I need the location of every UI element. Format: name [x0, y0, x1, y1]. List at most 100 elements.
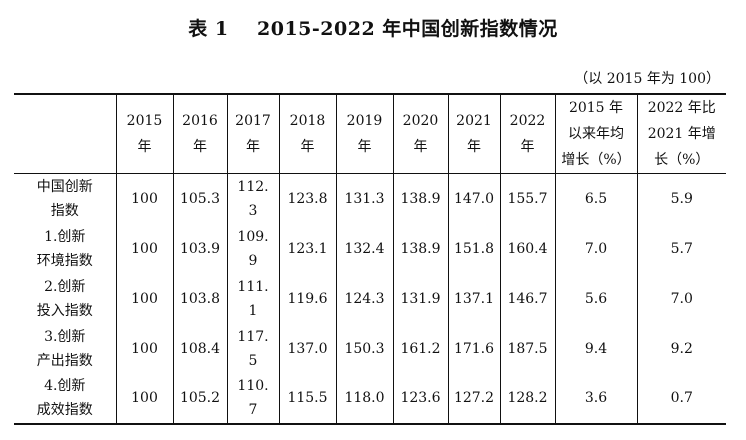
- cell-value: 0.7: [670, 390, 693, 406]
- cell-value: 5.7: [670, 240, 693, 257]
- value-cell-avg-growth: 3.6: [554, 373, 637, 425]
- cell-value: 123.1: [287, 240, 328, 257]
- value-cell-2015: 100: [115, 373, 173, 425]
- cell-value: 146.7: [507, 290, 548, 307]
- value-cell-2018: 123.8: [278, 173, 336, 224]
- cell-value: 112.3: [237, 178, 269, 219]
- value-cell-2016: 103.9: [172, 223, 227, 274]
- cell-value: 103.8: [179, 290, 221, 307]
- value-cell-2021: 171.6: [447, 323, 500, 374]
- value-cell-avg-growth: 6.5: [554, 173, 637, 224]
- value-cell-2022: 155.7: [499, 173, 555, 224]
- header-cell-2019: 2019 年: [335, 93, 393, 174]
- cell-value: 119.6: [287, 290, 328, 307]
- cell-value: 138.9: [400, 240, 441, 257]
- value-cell-2016: 108.4: [172, 323, 227, 374]
- cell-value: 171.6: [453, 340, 495, 357]
- value-cell-2020: 138.9: [392, 223, 448, 274]
- header-cell-corner: [14, 93, 116, 174]
- value-cell-2016: 103.8: [172, 273, 227, 324]
- value-cell-2018: 137.0: [278, 323, 336, 374]
- value-cell-yoy-growth: 5.7: [636, 223, 726, 274]
- value-cell-2021: 151.8: [447, 223, 500, 274]
- value-cell-2016: 105.3: [172, 173, 227, 224]
- header-cell-2018: 2018 年: [278, 93, 336, 174]
- cell-value: 111.1: [237, 278, 269, 319]
- cell-value: 115.5: [287, 390, 328, 406]
- cell-value: 108.4: [179, 340, 221, 357]
- cell-value: 105.2: [179, 390, 221, 406]
- cell-value: 9.4: [584, 340, 608, 357]
- value-cell-avg-growth: 5.6: [554, 273, 637, 324]
- value-cell-2017: 117.5: [226, 323, 279, 374]
- table-title: 表 1 2015-2022 年中国创新指数情况: [188, 18, 558, 40]
- header-cell-2020: 2020 年: [392, 93, 448, 174]
- value-cell-2022: 187.5: [499, 323, 555, 374]
- table-row: 1.创新 环境指数 100 103.9 109.9 123.1 132.4 138.9 151…: [14, 223, 726, 274]
- header-row: 2015 年 2016 年 2017 年 2018 年 2019 年 2020 …: [14, 93, 726, 174]
- cell-value: 161.2: [400, 340, 441, 357]
- cell-value: 138.9: [400, 190, 441, 207]
- cell-value: 110.7: [237, 378, 269, 418]
- value-cell-2017: 110.7: [226, 373, 279, 425]
- value-cell-2021: 127.2: [447, 373, 500, 425]
- cell-value: 117.5: [237, 328, 269, 369]
- value-cell-yoy-growth: 9.2: [636, 323, 726, 374]
- value-cell-2021: 137.1: [447, 273, 500, 324]
- cell-value: 132.4: [344, 240, 385, 257]
- cell-value: 128.2: [507, 390, 548, 406]
- value-cell-2019: 132.4: [335, 223, 393, 274]
- row-label-cell: 2.创新 投入指数: [14, 274, 116, 324]
- value-cell-2019: 150.3: [335, 323, 393, 374]
- header-cell-2021: 2021 年: [447, 93, 500, 174]
- header-cell-2017: 2017 年: [226, 93, 279, 174]
- value-cell-2019: 124.3: [335, 273, 393, 324]
- row-label-cell: 1.创新 环境指数: [14, 224, 116, 274]
- value-cell-yoy-growth: 7.0: [636, 273, 726, 324]
- cell-value: 147.0: [453, 190, 495, 207]
- cell-value: 155.7: [507, 190, 548, 207]
- value-cell-2017: 111.1: [226, 273, 279, 324]
- table-row: 3.创新 产出指数 100 108.4 117.5 137.0 150.3 161.2 171…: [14, 323, 726, 374]
- row-label: 2.创新 投入指数: [36, 278, 93, 319]
- unit-note: （以 2015 年为 100）: [574, 71, 720, 87]
- row-label: 1.创新 环境指数: [36, 228, 93, 269]
- value-cell-yoy-growth: 5.9: [636, 173, 726, 224]
- value-cell-2017: 112.3: [226, 173, 279, 224]
- cell-value: 123.6: [400, 390, 441, 406]
- cell-value: 150.3: [344, 340, 385, 357]
- cell-value: 127.2: [453, 390, 495, 406]
- value-cell-2020: 123.6: [392, 373, 448, 425]
- value-cell-2019: 118.0: [335, 373, 393, 425]
- value-cell-2018: 119.6: [278, 273, 336, 324]
- value-cell-2020: 161.2: [392, 323, 448, 374]
- value-cell-2022: 160.4: [499, 223, 555, 274]
- cell-value: 131.9: [400, 290, 441, 307]
- value-cell-yoy-growth: 0.7: [636, 373, 726, 425]
- cell-value: 187.5: [507, 340, 548, 357]
- cell-value: 9.2: [670, 340, 693, 357]
- header-cell-avg-growth: 2015 年 以来年均 增长（%）: [554, 93, 637, 174]
- value-cell-2020: 138.9: [392, 173, 448, 224]
- cell-value: 105.3: [179, 190, 221, 207]
- table-row: 2.创新 投入指数 100 103.8 111.1 119.6 124.3 131.9 137…: [14, 273, 726, 324]
- value-cell-2018: 123.1: [278, 223, 336, 274]
- value-cell-2015: 100: [115, 173, 173, 224]
- cell-value: 100: [131, 390, 158, 406]
- cell-value: 131.3: [344, 190, 385, 207]
- row-label-cell: 3.创新 产出指数: [14, 324, 116, 374]
- cell-value: 5.6: [584, 290, 608, 307]
- cell-value: 100: [131, 190, 158, 207]
- cell-value: 151.8: [453, 240, 495, 257]
- cell-value: 124.3: [344, 290, 385, 307]
- row-label-cell: 4.创新 成效指数: [14, 373, 116, 425]
- header-cell-2022: 2022 年: [499, 93, 555, 174]
- value-cell-2022: 146.7: [499, 273, 555, 324]
- innovation-index-table: 2015 年 2016 年 2017 年 2018 年 2019 年 2020 …: [14, 93, 726, 425]
- cell-value: 118.0: [344, 390, 385, 406]
- value-cell-avg-growth: 7.0: [554, 223, 637, 274]
- header-cell-2016: 2016 年: [172, 93, 227, 174]
- header-cell-2015: 2015 年: [115, 93, 173, 174]
- cell-value: 100: [131, 240, 158, 257]
- value-cell-avg-growth: 9.4: [554, 323, 637, 374]
